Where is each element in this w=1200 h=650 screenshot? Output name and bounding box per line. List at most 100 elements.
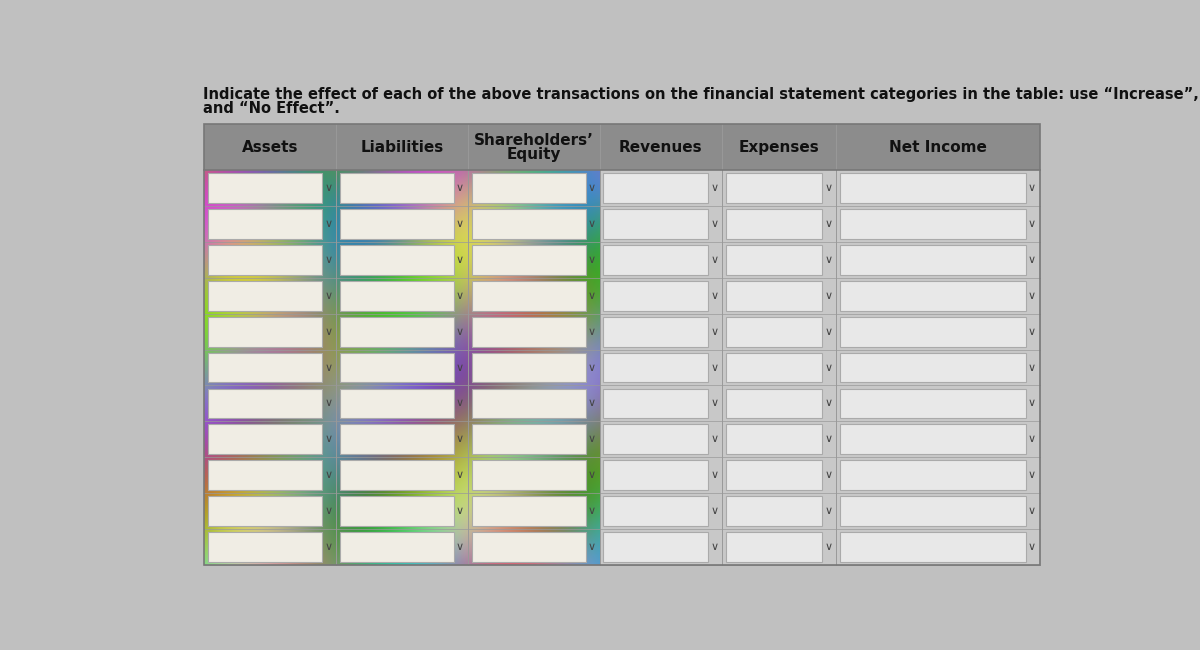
- Bar: [340, 317, 454, 346]
- Text: Revenues: Revenues: [619, 140, 702, 155]
- Bar: [726, 460, 822, 490]
- Text: ∨: ∨: [324, 255, 332, 265]
- Bar: [840, 317, 1026, 346]
- Bar: [726, 496, 822, 526]
- Text: ∨: ∨: [710, 219, 719, 229]
- Text: ∨: ∨: [1028, 255, 1036, 265]
- Bar: [472, 209, 586, 239]
- Text: Net Income: Net Income: [889, 140, 986, 155]
- Text: ∨: ∨: [456, 470, 464, 480]
- Text: ∨: ∨: [710, 363, 719, 372]
- Bar: [472, 281, 586, 311]
- Text: ∨: ∨: [324, 363, 332, 372]
- Text: ∨: ∨: [324, 219, 332, 229]
- Text: ∨: ∨: [1028, 470, 1036, 480]
- Text: ∨: ∨: [456, 255, 464, 265]
- Text: ∨: ∨: [588, 219, 596, 229]
- Text: ∨: ∨: [1028, 183, 1036, 193]
- Bar: [472, 424, 586, 454]
- Bar: [340, 174, 454, 203]
- Bar: [208, 460, 322, 490]
- Bar: [208, 174, 322, 203]
- Bar: [604, 460, 708, 490]
- Bar: [726, 353, 822, 382]
- Text: ∨: ∨: [824, 183, 832, 193]
- Text: ∨: ∨: [710, 506, 719, 516]
- Text: ∨: ∨: [324, 398, 332, 408]
- Text: ∨: ∨: [824, 327, 832, 337]
- Bar: [840, 460, 1026, 490]
- Bar: [340, 353, 454, 382]
- Bar: [208, 389, 322, 418]
- Text: Indicate the effect of each of the above transactions on the financial statement: Indicate the effect of each of the above…: [203, 87, 1200, 102]
- Bar: [340, 532, 454, 562]
- Text: ∨: ∨: [456, 291, 464, 301]
- Bar: [604, 209, 708, 239]
- Text: ∨: ∨: [710, 434, 719, 444]
- Bar: [726, 245, 822, 275]
- Bar: [208, 245, 322, 275]
- Bar: [840, 389, 1026, 418]
- Text: ∨: ∨: [588, 470, 596, 480]
- Bar: [726, 532, 822, 562]
- Bar: [340, 245, 454, 275]
- Text: ∨: ∨: [588, 363, 596, 372]
- Text: ∨: ∨: [1028, 506, 1036, 516]
- Bar: [208, 496, 322, 526]
- Text: ∨: ∨: [456, 398, 464, 408]
- Bar: [208, 353, 322, 382]
- Text: ∨: ∨: [588, 327, 596, 337]
- Text: ∨: ∨: [824, 470, 832, 480]
- Bar: [472, 460, 586, 490]
- Bar: [604, 424, 708, 454]
- Text: ∨: ∨: [324, 470, 332, 480]
- Text: ∨: ∨: [824, 363, 832, 372]
- Text: Expenses: Expenses: [738, 140, 820, 155]
- Bar: [472, 174, 586, 203]
- Bar: [340, 389, 454, 418]
- Text: and “No Effect”.: and “No Effect”.: [203, 101, 340, 116]
- Text: ∨: ∨: [588, 541, 596, 552]
- Text: ∨: ∨: [324, 291, 332, 301]
- Bar: [208, 532, 322, 562]
- Text: ∨: ∨: [710, 470, 719, 480]
- Text: ∨: ∨: [710, 291, 719, 301]
- Text: ∨: ∨: [1028, 398, 1036, 408]
- Text: Shareholders’: Shareholders’: [474, 133, 594, 148]
- Text: ∨: ∨: [1028, 434, 1036, 444]
- Bar: [208, 209, 322, 239]
- Text: ∨: ∨: [588, 506, 596, 516]
- Bar: [604, 496, 708, 526]
- Bar: [604, 389, 708, 418]
- Text: Liabilities: Liabilities: [360, 140, 444, 155]
- Bar: [472, 496, 586, 526]
- Text: ∨: ∨: [1028, 327, 1036, 337]
- Bar: [604, 174, 708, 203]
- Text: ∨: ∨: [456, 183, 464, 193]
- Text: ∨: ∨: [324, 183, 332, 193]
- Text: ∨: ∨: [324, 541, 332, 552]
- Text: Assets: Assets: [242, 140, 299, 155]
- Text: ∨: ∨: [710, 183, 719, 193]
- Text: ∨: ∨: [824, 541, 832, 552]
- Bar: [840, 174, 1026, 203]
- Bar: [726, 174, 822, 203]
- Bar: [726, 389, 822, 418]
- Bar: [472, 353, 586, 382]
- Bar: [204, 124, 1039, 565]
- Text: ∨: ∨: [710, 255, 719, 265]
- Bar: [604, 245, 708, 275]
- Text: ∨: ∨: [1028, 291, 1036, 301]
- Bar: [472, 317, 586, 346]
- Text: ∨: ∨: [824, 291, 832, 301]
- Bar: [604, 532, 708, 562]
- Text: ∨: ∨: [824, 255, 832, 265]
- Bar: [840, 496, 1026, 526]
- Text: ∨: ∨: [588, 183, 596, 193]
- Bar: [208, 317, 322, 346]
- Bar: [726, 317, 822, 346]
- Text: ∨: ∨: [1028, 219, 1036, 229]
- Text: ∨: ∨: [456, 541, 464, 552]
- Bar: [840, 245, 1026, 275]
- Bar: [604, 281, 708, 311]
